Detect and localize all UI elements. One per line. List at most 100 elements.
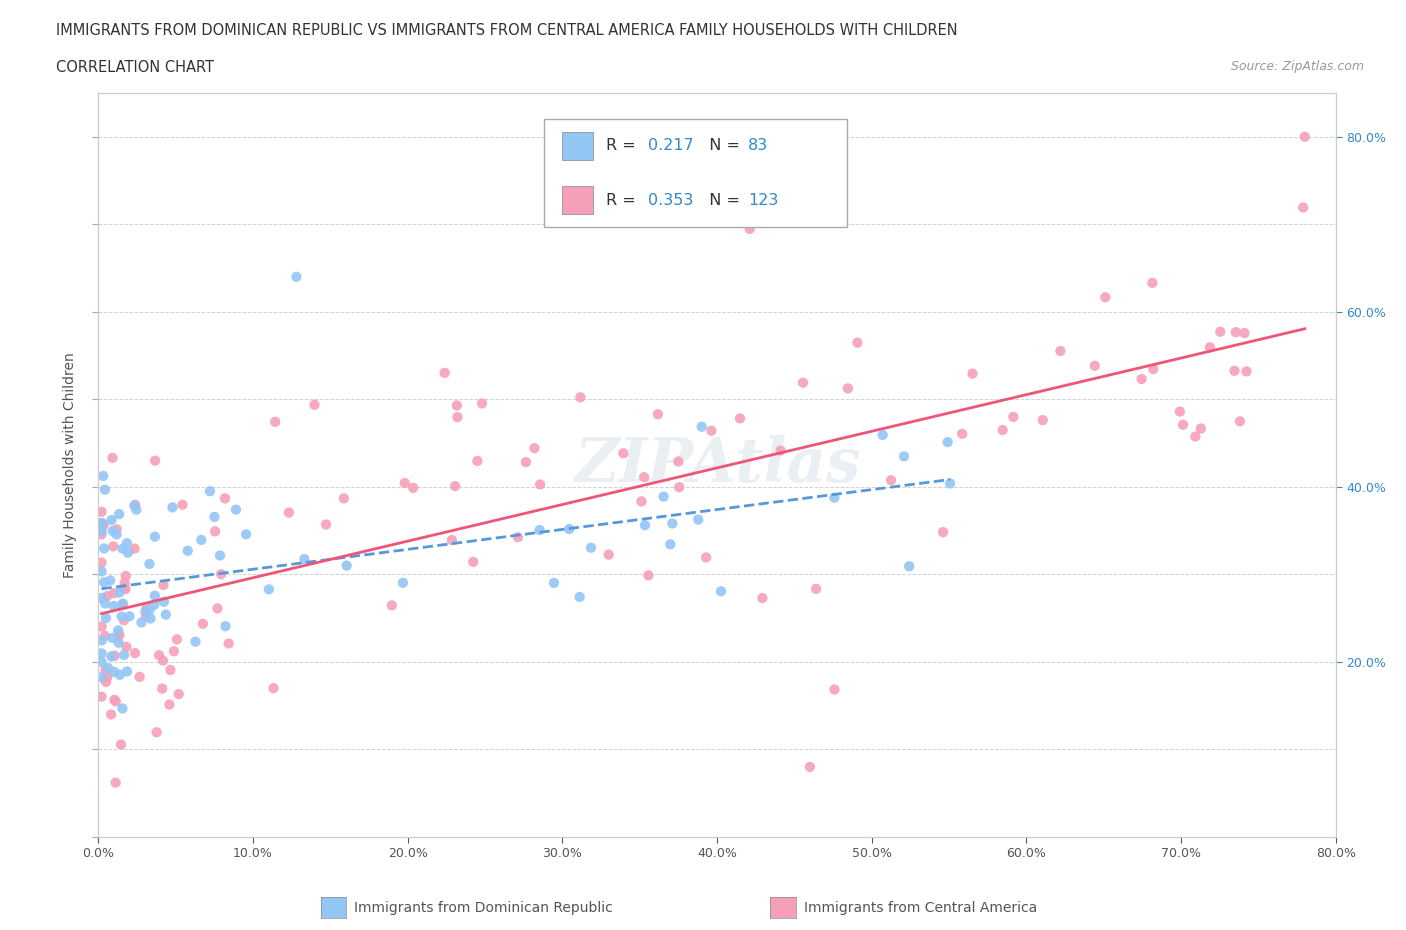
Point <box>111 701 134 716</box>
Point <box>112 613 135 628</box>
Point <box>444 479 467 494</box>
Point <box>214 491 236 506</box>
Point <box>101 450 124 465</box>
Point <box>90 524 112 538</box>
Point <box>1234 364 1257 379</box>
Point <box>124 541 146 556</box>
Point <box>769 443 792 458</box>
Point <box>153 594 176 609</box>
Point <box>90 527 112 542</box>
Point <box>114 581 136 596</box>
Point <box>90 591 112 605</box>
Point <box>163 644 186 658</box>
Point <box>103 693 125 708</box>
Point <box>94 629 117 644</box>
Point <box>688 512 710 527</box>
Point <box>792 376 814 391</box>
Point <box>167 686 190 701</box>
FancyBboxPatch shape <box>544 119 846 227</box>
Point <box>991 422 1014 437</box>
Point <box>804 581 827 596</box>
Point <box>471 396 494 411</box>
Point <box>446 410 468 425</box>
Point <box>666 454 689 469</box>
Point <box>93 575 115 590</box>
Point <box>1084 358 1107 373</box>
Point <box>799 760 821 775</box>
Point <box>1229 414 1251 429</box>
Point <box>637 568 659 583</box>
Point <box>128 670 150 684</box>
Point <box>1094 290 1116 305</box>
Y-axis label: Family Households with Children: Family Households with Children <box>63 352 77 578</box>
FancyBboxPatch shape <box>562 132 593 160</box>
Point <box>710 584 733 599</box>
Point <box>257 582 280 597</box>
Point <box>101 631 124 645</box>
Point <box>204 524 226 538</box>
Point <box>191 617 214 631</box>
Point <box>131 615 153 630</box>
Point <box>225 502 247 517</box>
Point <box>647 406 669 421</box>
Point <box>1142 362 1164 377</box>
Point <box>104 694 127 709</box>
Point <box>108 628 131 643</box>
Point <box>111 541 134 556</box>
Point <box>204 510 226 525</box>
Point <box>104 648 127 663</box>
Point <box>880 472 903 487</box>
Text: IMMIGRANTS FROM DOMINICAN REPUBLIC VS IMMIGRANTS FROM CENTRAL AMERICA FAMILY HOU: IMMIGRANTS FROM DOMINICAN REPUBLIC VS IM… <box>56 23 957 38</box>
Point <box>90 515 112 530</box>
Point <box>700 423 723 438</box>
Point <box>107 623 129 638</box>
Point <box>110 737 132 752</box>
Point <box>285 270 308 285</box>
Point <box>568 590 591 604</box>
Point <box>898 559 921 574</box>
Point <box>90 633 112 648</box>
Point <box>633 470 655 485</box>
Text: 0.217: 0.217 <box>648 139 693 153</box>
Point <box>118 609 141 624</box>
Point <box>214 618 236 633</box>
Point <box>138 556 160 571</box>
Point <box>93 517 115 532</box>
Point <box>172 498 194 512</box>
Point <box>134 604 156 619</box>
Point <box>157 698 180 712</box>
Point <box>190 533 212 548</box>
Point <box>1171 418 1194 432</box>
Point <box>177 543 200 558</box>
Point <box>124 498 146 512</box>
Point <box>652 489 675 504</box>
Point <box>1130 372 1153 387</box>
Point <box>90 555 112 570</box>
Point <box>579 540 602 555</box>
Point <box>207 601 229 616</box>
Point <box>108 668 131 683</box>
Point <box>277 505 299 520</box>
Point <box>543 576 565 591</box>
Text: Immigrants from Central America: Immigrants from Central America <box>804 900 1038 915</box>
Point <box>111 609 134 624</box>
Point <box>96 589 118 604</box>
Point <box>950 426 973 441</box>
Point <box>91 469 114 484</box>
Point <box>1223 364 1246 379</box>
Point <box>392 576 415 591</box>
Point <box>690 419 713 434</box>
Point <box>112 581 135 596</box>
Point <box>932 525 955 539</box>
Text: Immigrants from Dominican Republic: Immigrants from Dominican Republic <box>354 900 613 915</box>
Point <box>515 455 537 470</box>
Point <box>634 518 657 533</box>
Text: R =: R = <box>606 139 641 153</box>
Point <box>111 597 134 612</box>
Point <box>558 522 581 537</box>
Text: Source: ZipAtlas.com: Source: ZipAtlas.com <box>1230 60 1364 73</box>
Point <box>94 596 117 611</box>
Point <box>139 611 162 626</box>
Point <box>263 681 285 696</box>
Point <box>529 477 551 492</box>
